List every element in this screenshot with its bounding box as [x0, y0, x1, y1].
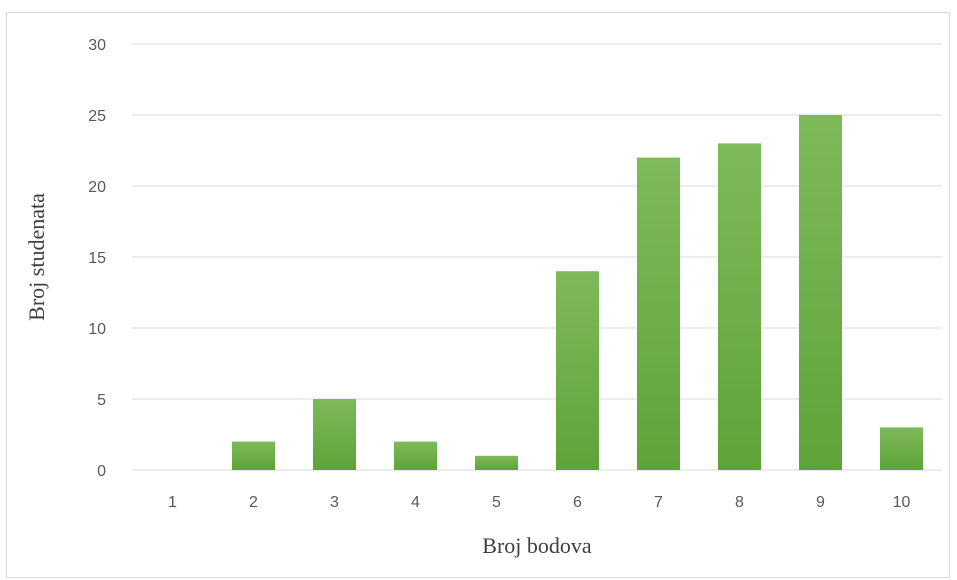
bar-8 [718, 143, 761, 470]
x-tick-label: 6 [573, 494, 582, 511]
x-tick-label: 2 [249, 494, 258, 511]
x-tick-label: 4 [411, 494, 420, 511]
bar-7 [637, 157, 680, 470]
y-tick-label: 10 [88, 321, 106, 338]
bar-2 [232, 441, 275, 470]
y-tick-label: 0 [97, 463, 106, 480]
y-tick-labels: 0 5 10 15 20 25 30 [88, 37, 106, 480]
bar-6 [556, 271, 599, 470]
y-axis-title: Broj studenata [24, 193, 49, 321]
x-tick-label: 7 [654, 494, 663, 511]
x-axis-title: Broj bodova [482, 533, 592, 558]
x-tick-label: 9 [816, 494, 825, 511]
y-tick-label: 5 [97, 392, 106, 409]
bar-5 [475, 455, 518, 470]
y-tick-label: 25 [88, 108, 106, 125]
bar-3 [313, 399, 356, 470]
x-tick-label: 1 [168, 494, 177, 511]
x-tick-label: 8 [735, 494, 744, 511]
bar-4 [394, 441, 437, 470]
bars [232, 115, 923, 470]
y-tick-label: 30 [88, 37, 106, 54]
bar-9 [799, 115, 842, 470]
chart-frame [6, 12, 950, 578]
bar-10 [880, 427, 923, 470]
x-tick-label: 3 [330, 494, 339, 511]
x-tick-label: 5 [492, 494, 501, 511]
y-tick-label: 15 [88, 250, 106, 267]
x-tick-labels: 1 2 3 4 5 6 7 8 9 10 [168, 494, 910, 511]
x-tick-label: 10 [893, 494, 911, 511]
y-tick-label: 20 [88, 179, 106, 196]
